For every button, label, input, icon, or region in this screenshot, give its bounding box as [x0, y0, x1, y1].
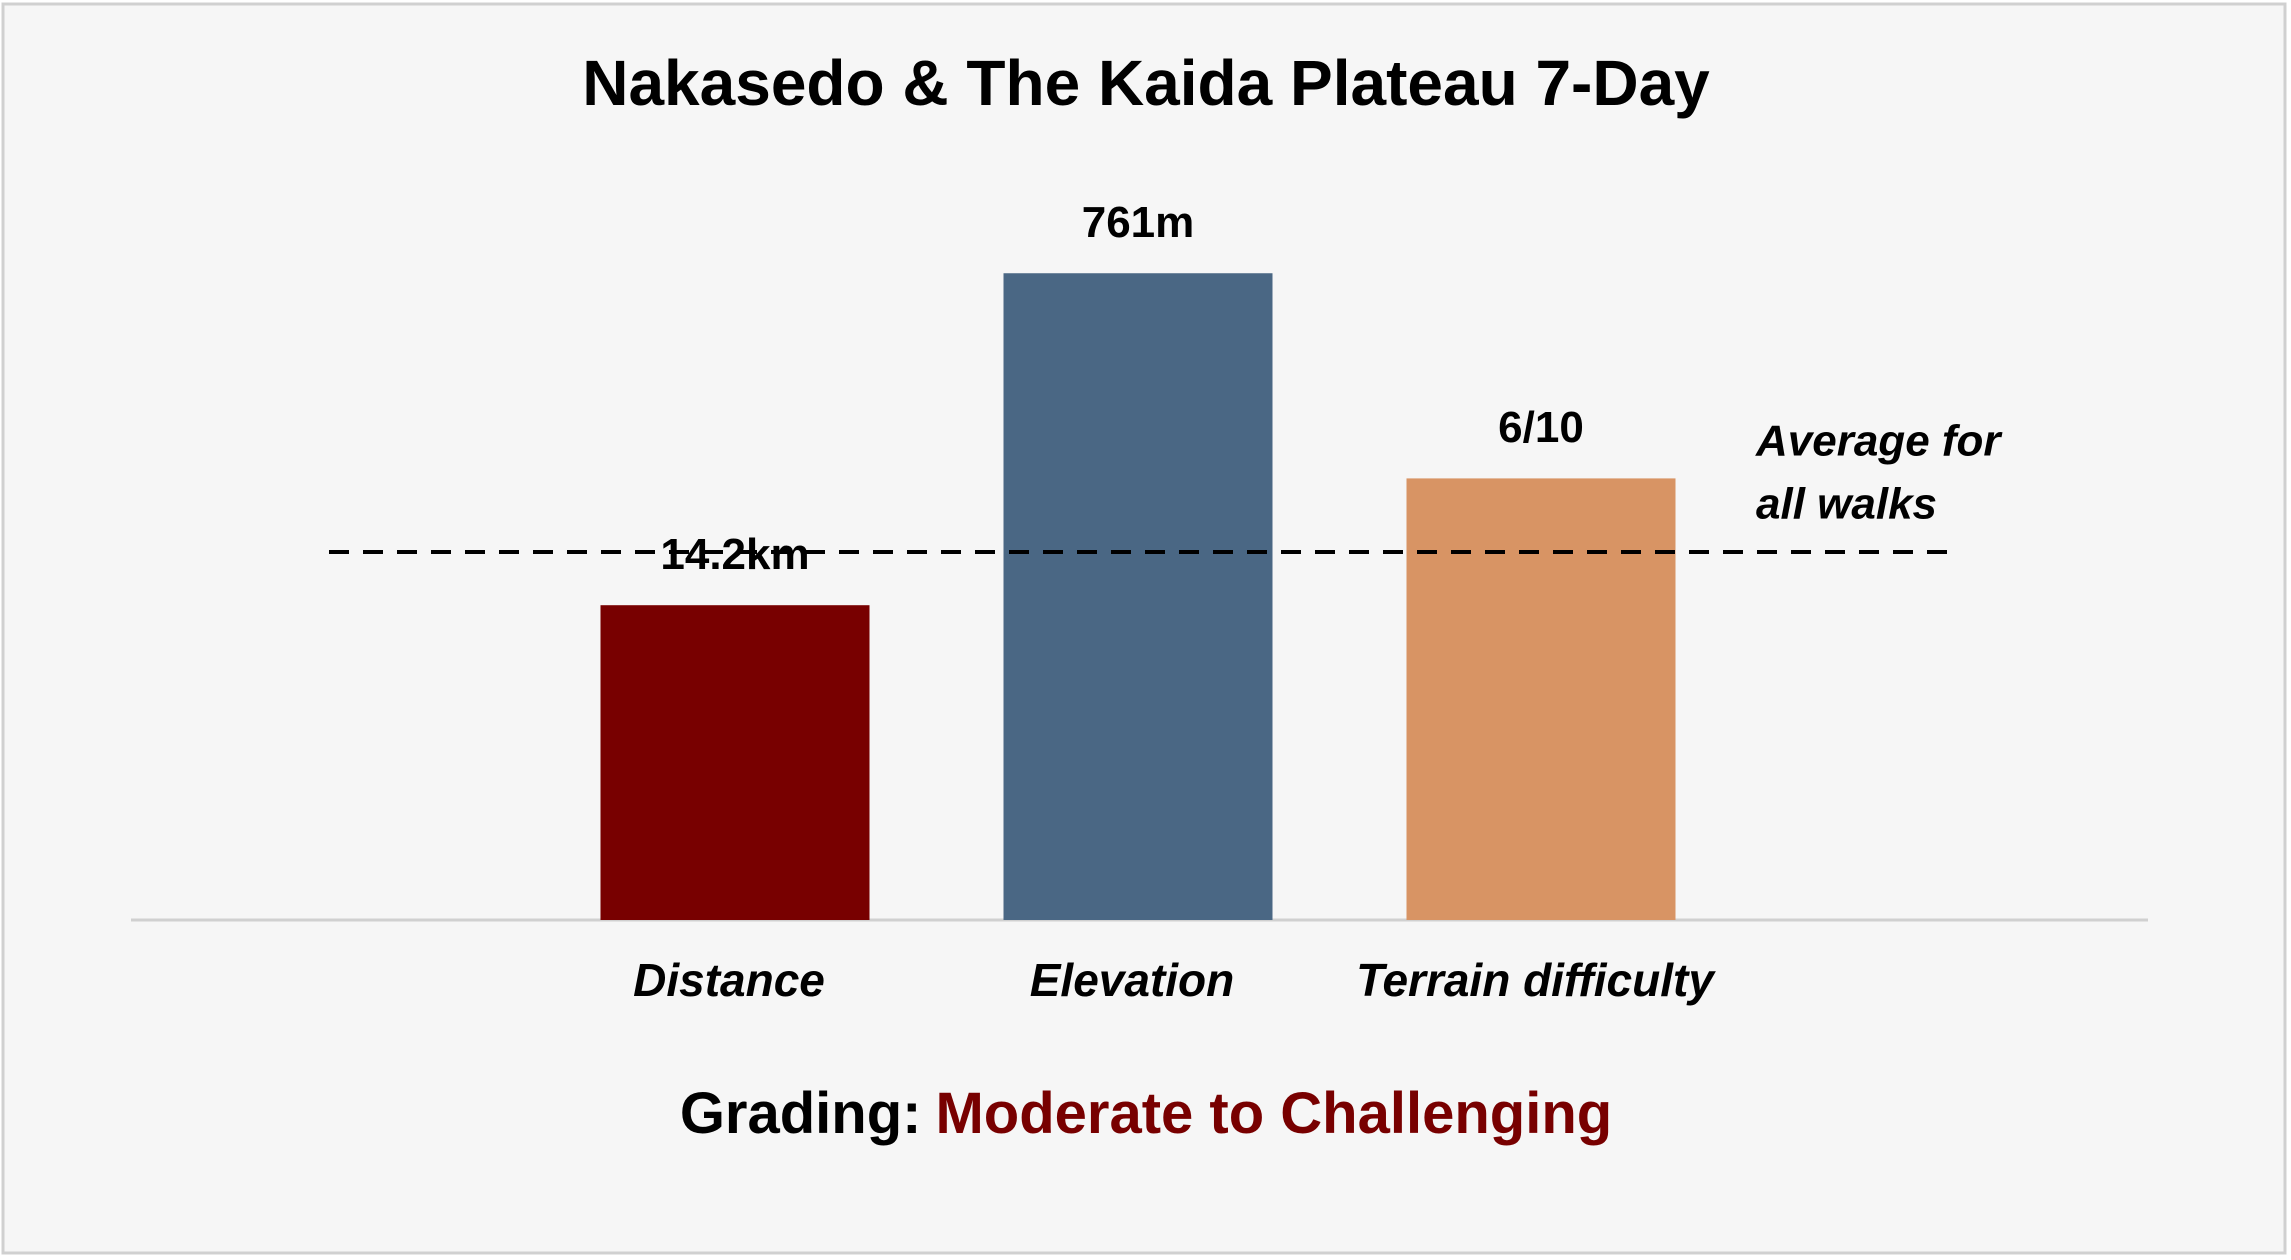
bar — [1406, 478, 1676, 920]
grading: Grading: Moderate to Challenging — [680, 1081, 1612, 1146]
value-label: 14.2km — [660, 530, 809, 579]
chart-title: Nakasedo & The Kaida Plateau 7-Day — [582, 47, 1710, 119]
x-tick-label: Terrain difficulty — [1356, 954, 1716, 1006]
average-label: Average for — [1755, 417, 2003, 466]
average-label: all walks — [1756, 480, 1937, 529]
bar — [1003, 273, 1273, 920]
bar — [600, 605, 870, 920]
value-label: 761m — [1082, 198, 1195, 247]
grading-value: Moderate to Challenging — [935, 1081, 1612, 1146]
value-label: 6/10 — [1498, 403, 1584, 452]
x-tick-label: Elevation — [1030, 954, 1235, 1006]
grading-label: Grading: — [680, 1081, 922, 1146]
x-tick-label: Distance — [633, 954, 825, 1006]
